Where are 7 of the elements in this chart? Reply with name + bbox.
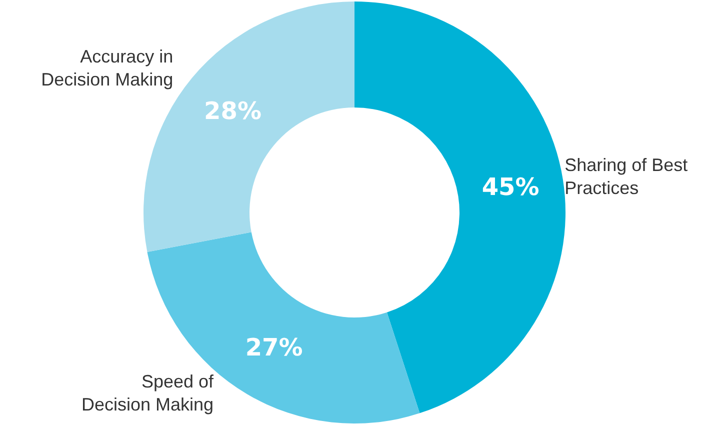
data-label: 28% (204, 96, 262, 125)
slice-label: Sharing of Best Practices (564, 154, 688, 198)
data-label: 45% (482, 172, 540, 201)
data-label: 27% (245, 333, 303, 362)
slice-label: Accuracy in Decision Making (41, 46, 174, 90)
slice-label: Speed of Decision Making (81, 372, 215, 414)
donut-slice (354, 2, 566, 414)
